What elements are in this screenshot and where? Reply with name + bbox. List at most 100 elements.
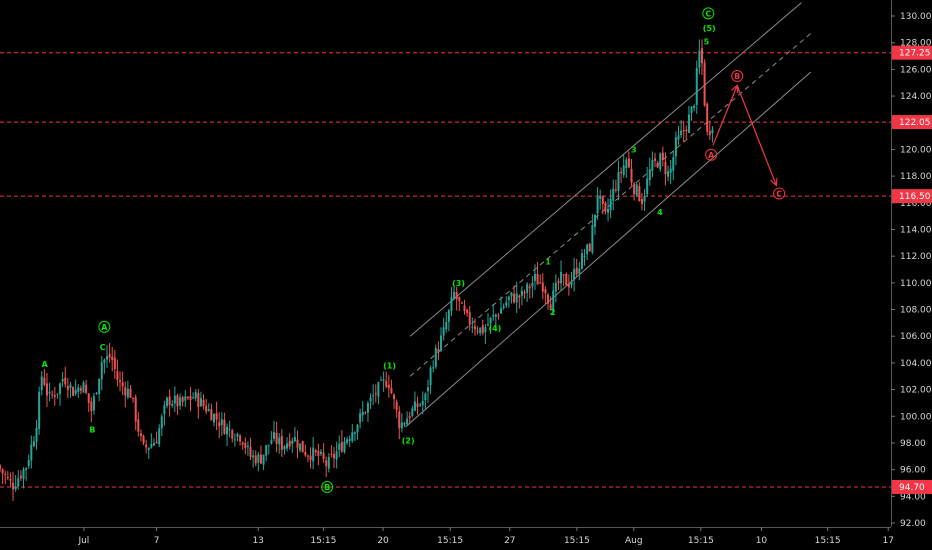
wave-label: C — [776, 189, 782, 198]
candle-body — [593, 214, 596, 227]
candle-body — [434, 348, 437, 367]
wave-label-circle — [773, 187, 786, 200]
candle-body — [416, 403, 419, 408]
candle-body — [351, 432, 354, 441]
y-tick-label: 104.00 — [900, 359, 932, 369]
candle-body — [158, 428, 161, 445]
x-tick-label: Aug — [625, 536, 643, 546]
candle-body — [142, 435, 145, 444]
wave-label: 4 — [657, 208, 663, 217]
candle-body — [124, 387, 127, 396]
candle-body — [455, 292, 458, 300]
price-badge — [892, 189, 932, 204]
candle-body — [212, 414, 215, 423]
y-tick-label: 112.00 — [900, 252, 932, 262]
wave-label-circle — [702, 7, 715, 20]
candle-body — [30, 444, 33, 461]
candle-body — [690, 106, 693, 114]
candle-body — [48, 391, 51, 394]
x-tick-label: 20 — [377, 536, 389, 546]
candle-body — [711, 129, 714, 134]
candle-body — [372, 395, 375, 397]
candle-body — [406, 418, 409, 425]
candle-body — [1, 469, 4, 474]
candle-body — [241, 442, 244, 445]
candle-body — [575, 267, 578, 275]
candle-body — [35, 428, 38, 442]
x-tick-label: 7 — [154, 536, 160, 546]
candle-body — [706, 103, 709, 132]
candle-body — [192, 397, 195, 399]
candle-body — [453, 291, 456, 299]
candle-body — [215, 413, 218, 420]
candle-body — [343, 441, 346, 452]
wave-label: C — [100, 343, 106, 352]
projection-segment — [736, 85, 776, 185]
candle-body — [257, 454, 260, 463]
candle-body — [638, 186, 641, 202]
time-axis[interactable]: Jul 7 13 15:15 20 15:15 27 15:15 Aug 15:15 10 15:15… — [77, 527, 894, 546]
candle-body — [520, 290, 523, 296]
candle-body — [306, 455, 309, 457]
candle-body — [552, 290, 555, 313]
candle-body — [359, 413, 362, 423]
candle-body — [419, 404, 422, 406]
candle-body — [411, 408, 414, 416]
wave-label: 3 — [631, 145, 637, 154]
candle-body — [210, 409, 213, 421]
candle-body — [254, 455, 257, 464]
candle-body — [45, 383, 48, 396]
x-tick-label: 15:15 — [310, 536, 336, 546]
y-tick-label: 110.00 — [900, 279, 932, 289]
candle-body — [53, 395, 56, 397]
wave-labels: A B C A B (1) (2) (3) (4) 1 2 3 4 5 (5) C B A C — [42, 7, 786, 493]
candlestick-series — [0, 39, 714, 501]
candle-body — [259, 454, 262, 464]
candle-body — [648, 169, 651, 181]
candle-body — [528, 286, 531, 289]
candle-body — [202, 400, 205, 406]
candle-body — [510, 292, 513, 297]
candle-body — [395, 401, 398, 411]
candle-body — [197, 392, 200, 407]
y-tick-label: 92.00 — [900, 519, 926, 529]
candle-body — [155, 441, 158, 444]
candle-body — [442, 327, 445, 336]
candle-body — [387, 384, 390, 389]
candle-body — [179, 397, 182, 406]
candle-body — [176, 395, 179, 407]
candle-body — [403, 423, 406, 425]
y-tick-label: 106.00 — [900, 332, 932, 342]
candle-body — [231, 430, 234, 439]
candle-body — [22, 468, 25, 480]
candle-body — [181, 397, 184, 402]
candle-body — [651, 159, 654, 171]
candle-body — [43, 377, 46, 385]
price-badge — [892, 115, 932, 130]
candle-body — [421, 401, 424, 406]
candle-body — [293, 437, 296, 442]
projection-segment — [712, 85, 737, 146]
candle-body — [674, 137, 677, 157]
candle-body — [286, 443, 289, 449]
candle-body — [87, 393, 90, 403]
candle-body — [390, 387, 393, 393]
candle-body — [518, 295, 521, 298]
candle-body — [40, 376, 43, 390]
candle-body — [424, 393, 427, 400]
y-tick-label: 124.00 — [900, 92, 932, 102]
candle-body — [246, 445, 249, 448]
candle-body — [335, 451, 338, 460]
candle-body — [64, 377, 67, 385]
price-axis[interactable]: 92.00 94.00 96.00 98.00 100.00 102.00 104.00 10… — [891, 12, 932, 529]
candle-body — [6, 477, 9, 479]
price-level-badges: 127.25 122.05 116.50 94.70 — [892, 45, 932, 494]
candle-body — [505, 302, 508, 306]
candle-body — [348, 438, 351, 442]
y-tick-label: 130.00 — [900, 12, 932, 22]
candle-body — [283, 446, 286, 450]
candle-body — [129, 388, 132, 398]
channel-line-lower — [405, 71, 812, 428]
candle-body — [275, 432, 278, 444]
